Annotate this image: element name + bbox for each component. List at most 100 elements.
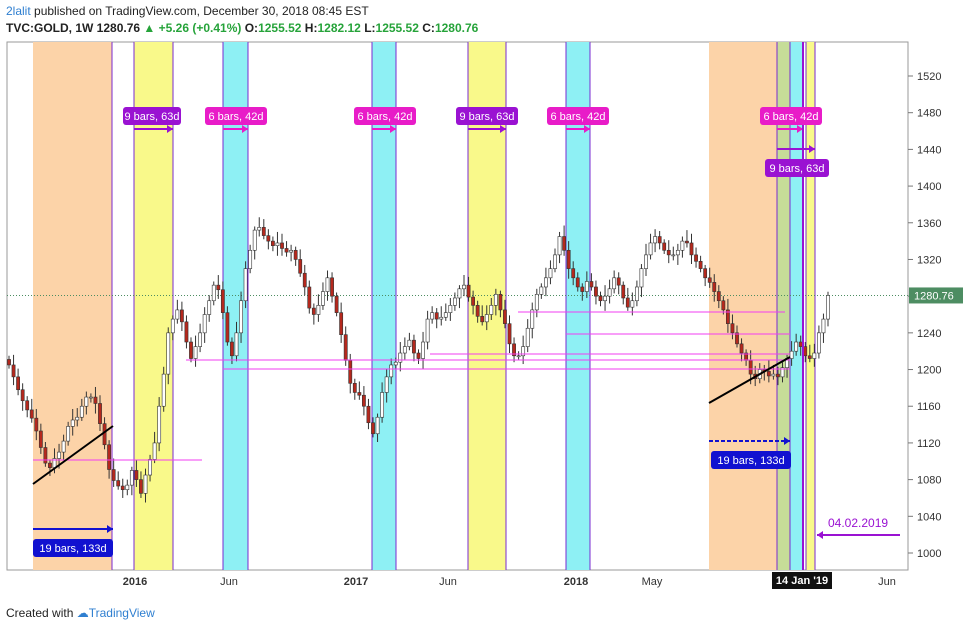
candle-body [594,286,598,297]
x-tick-label: May [642,576,663,588]
candle-body [607,288,612,297]
candle-body [7,359,11,366]
price-change: +5.26 (+0.41%) [158,21,242,35]
candle-body [261,227,266,236]
candle-body [462,284,466,290]
last-price-tag [909,287,963,304]
candle-body [48,462,52,468]
x-tick-label: Jun [878,576,896,588]
candle-body [484,314,489,323]
candle-body [93,396,98,404]
candle-body [707,277,712,283]
candle-body [284,248,289,253]
author-link[interactable]: 2lalit [6,4,31,18]
y-tick-label: 1320 [917,254,941,266]
y-tick-label: 1440 [917,144,941,156]
annotation-label: 6 bars, 42d [550,111,605,123]
annotation-box [547,107,609,125]
candle-body [139,479,143,494]
y-axis: 1000104010801120116012001240128013201360… [7,42,963,570]
candle-body [120,485,125,491]
y-tick-label: 1000 [917,548,941,560]
candle-body [125,484,130,491]
candle-body [516,355,521,358]
candle-body [361,394,366,407]
candle-body [512,343,516,357]
candle-body [116,480,121,487]
tradingview-link[interactable]: TradingView [88,606,155,620]
annotation-box [711,451,791,469]
candle-body [316,305,321,315]
candle-body [157,405,162,444]
candle-body [311,307,316,315]
candle-body [334,295,339,313]
candle-body [407,339,412,347]
high-value: 1282.12 [317,21,361,35]
candle-body [75,416,80,421]
publish-info: 2lalit published on TradingView.com, Dec… [6,4,369,18]
trend-line-1 [32,425,114,485]
candle-body [380,392,385,418]
candle-body [821,318,826,334]
candle-body [143,474,148,494]
y-tick-label: 1480 [917,108,941,120]
candle-body [148,459,152,476]
span-arrow-1-head [167,125,173,133]
candle-body [657,236,662,244]
annotation-label: 19 bars, 133d [39,543,106,555]
candle-body [79,405,84,418]
candle-body [698,260,703,269]
open-value: 1255.52 [258,21,302,35]
candle-body [662,242,667,251]
cursor-date-label: 14 Jan '19 [776,575,828,587]
candle-body [111,469,116,481]
y-tick-label: 1040 [917,511,941,523]
candle-body [471,296,476,306]
low-value: 1255.52 [375,21,419,35]
span-arrow-2-head [242,125,248,133]
candle-body [289,249,294,253]
y-tick-label: 1160 [917,401,941,413]
up-arrow-icon: ▲ [143,21,156,35]
candle-body [398,352,403,363]
candle-body [207,300,212,315]
candle-body [439,316,444,320]
candle-body [689,242,694,256]
span-arrow-6-head [797,125,803,133]
annotation-box [354,107,416,125]
candle-body [666,249,671,256]
annotation-label: 9 bars, 63d [124,111,179,123]
candle-body [557,236,562,256]
candle-body [84,396,89,407]
candle-body [57,451,61,459]
annotation-label: 6 bars, 42d [208,111,263,123]
candle-body [61,440,66,453]
tradingview-logo-icon: ☁ [76,606,89,620]
candle-body [393,361,398,366]
candle-body [29,409,34,419]
x-tick-label: 2016 [123,576,147,588]
candle-body [489,305,494,315]
candle-body [434,312,439,320]
candles [7,217,830,503]
drawings [32,42,900,570]
close-label: C: [422,21,435,35]
candle-body [648,242,653,256]
candle-body [803,346,808,357]
candle-body [330,277,334,297]
candle-body [307,286,312,309]
candle-body [266,235,271,242]
candle-body [671,254,676,257]
candle-body [766,371,771,377]
candle-body [102,423,107,446]
candle-body [225,312,230,343]
candle-body [630,300,635,308]
candle-body [553,254,557,269]
y-tick-label: 1400 [917,181,941,193]
candle-body [175,309,180,320]
candle-body [566,249,571,269]
annotation-label: 19 bars, 133d [717,455,784,467]
annotation-labels: 9 bars, 63d 6 bars, 42d 6 bars, 42d 9 bars,… [33,107,888,557]
candle-body [220,289,225,313]
